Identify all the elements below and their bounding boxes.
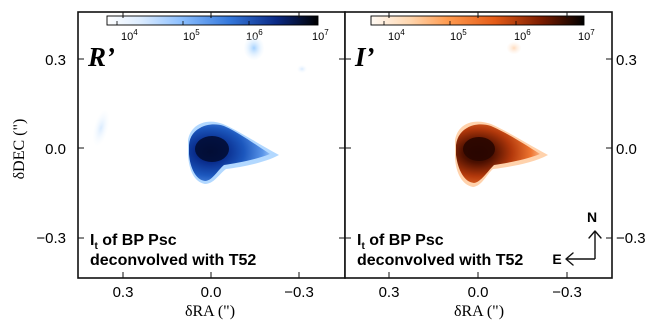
left-emission-center: [195, 136, 229, 162]
right-colorbar-label-1: 104: [388, 28, 405, 43]
left-faint-patch-left: [92, 110, 110, 146]
right-panel: 104 105 106 107 I’ It of BP Psc deconvol…: [344, 11, 613, 301]
left-annotation-line-1: It of BP Psc: [90, 232, 177, 252]
left-colorbar-label-1: 104: [121, 28, 138, 43]
right-annotation-line-1: It of BP Psc: [357, 232, 444, 252]
right-colorbar-label-2: 105: [450, 28, 467, 43]
y-tick-middle: 0.0: [45, 141, 66, 158]
right-x-tick-label-1: 0.3: [379, 284, 400, 301]
x-axis-label-left: δRA ("): [185, 303, 235, 320]
right-emission-center: [463, 137, 495, 161]
compass-north-arrow: [588, 230, 602, 239]
right-x-tick-label-3: −0.3: [552, 284, 582, 301]
right-annotation-line-2: deconvolved with T52: [357, 252, 523, 269]
left-faint-patch-right: [297, 65, 307, 73]
left-colorbar: [106, 15, 319, 26]
left-panel: 104 105 106 107 R’ It of BP Psc deconvol…: [77, 11, 346, 301]
right-emission-source: [455, 121, 548, 187]
left-colorbar-label-2: 105: [183, 28, 200, 43]
right-colorbar-label-3: 106: [514, 28, 531, 43]
left-faint-patch-top: [244, 36, 264, 60]
compass-east-arrow: [565, 252, 574, 266]
y-tick-top: 0.3: [45, 52, 66, 69]
y-tick-right-top: 0.3: [616, 52, 637, 69]
right-faint-patch-top: [507, 42, 521, 54]
left-panel-label: R’: [87, 42, 115, 72]
left-colorbar-label-4: 107: [312, 28, 329, 43]
compass-east-label: E: [552, 251, 561, 267]
left-annotation-line-2: deconvolved with T52: [90, 252, 256, 269]
y-tick-right-bottom: −0.3: [616, 230, 646, 247]
compass-north-label: N: [587, 209, 597, 225]
left-emission-source: [188, 121, 279, 184]
y-axis-label: δDEC ("): [11, 119, 28, 180]
right-x-tick-label-2: 0.0: [468, 284, 489, 301]
left-x-tick-label-3: −0.3: [284, 284, 314, 301]
left-x-tick-label-2: 0.0: [201, 284, 222, 301]
x-axis-label-right: δRA ("): [454, 303, 504, 320]
y-tick-right-middle: 0.0: [616, 141, 637, 158]
right-colorbar-label-4: 107: [578, 28, 595, 43]
y-tick-bottom: −0.3: [36, 230, 66, 247]
left-x-tick-label-1: 0.3: [113, 284, 134, 301]
right-panel-label: I’: [354, 42, 375, 72]
